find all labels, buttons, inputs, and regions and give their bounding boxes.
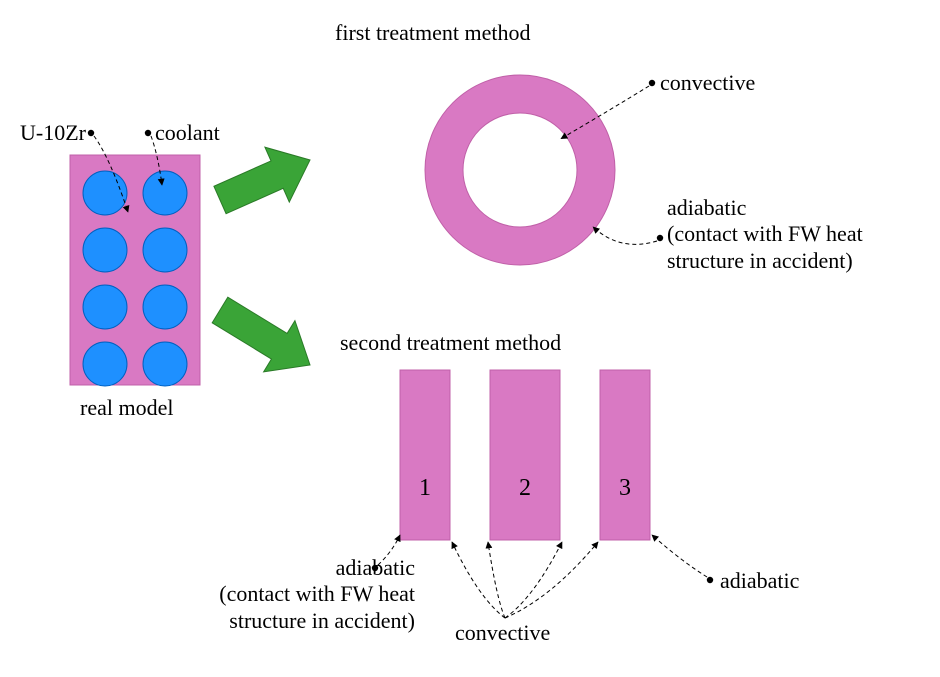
- adiabatic-label-ring: adiabatic(contact with FW heatstructure …: [667, 195, 927, 274]
- coolant-circle: [83, 228, 127, 272]
- callout-line: [505, 542, 562, 618]
- bar-rect: [600, 370, 650, 540]
- bullet-icon: [88, 130, 94, 136]
- coolant-circle: [83, 285, 127, 329]
- bullet-icon: [145, 130, 151, 136]
- first-method-title: first treatment method: [335, 20, 531, 46]
- coolant-circle: [143, 285, 187, 329]
- callout-line: [488, 542, 505, 618]
- callout-line: [505, 542, 598, 618]
- u10zr-label: U-10Zr: [20, 120, 86, 146]
- coolant-circle: [83, 342, 127, 386]
- second-method-title: second treatment method: [340, 330, 561, 356]
- bullet-icon: [707, 577, 713, 583]
- adiabatic-label-left: adiabatic(contact with FW heatstructure …: [135, 555, 415, 634]
- real-model-label: real model: [80, 395, 173, 421]
- coolant-label: coolant: [155, 120, 220, 146]
- coolant-circle: [83, 171, 127, 215]
- bar-rect: [400, 370, 450, 540]
- coolant-circle: [143, 228, 187, 272]
- arrow-icon: [212, 297, 310, 372]
- coolant-circle: [143, 342, 187, 386]
- adiabatic-label-right: adiabatic: [720, 568, 799, 594]
- callout-line: [452, 542, 505, 618]
- bullet-icon: [657, 235, 663, 241]
- bar-rect: [490, 370, 560, 540]
- callout-line: [652, 535, 707, 577]
- bar-number: 1: [419, 475, 431, 501]
- convective-label-bars: convective: [455, 620, 550, 646]
- bullet-icon: [649, 80, 655, 86]
- ring-inner: [463, 113, 577, 227]
- bar-number: 2: [519, 475, 531, 501]
- coolant-circle: [143, 171, 187, 215]
- arrow-icon: [214, 147, 310, 214]
- convective-label-ring: convective: [660, 70, 755, 96]
- bar-number: 3: [619, 475, 631, 501]
- callout-line: [593, 227, 657, 244]
